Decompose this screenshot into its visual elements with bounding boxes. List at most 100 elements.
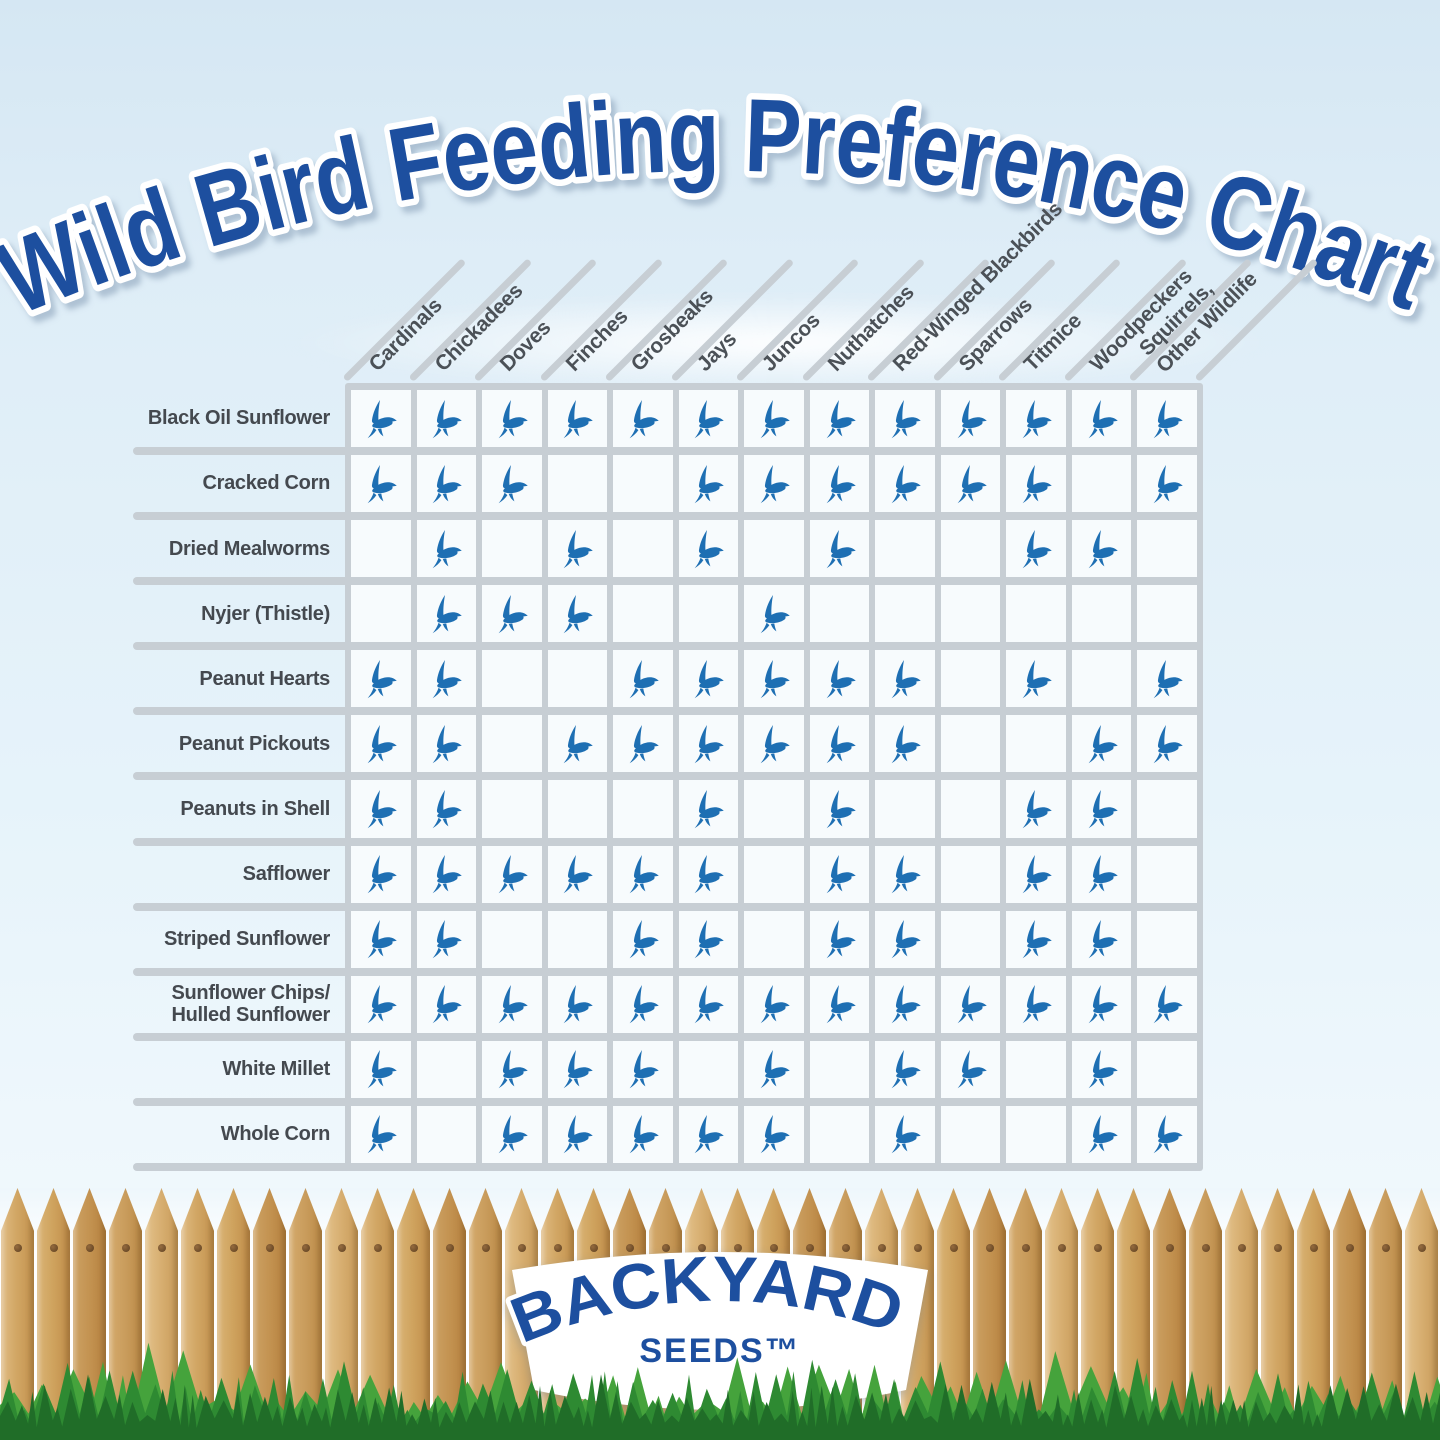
nail-icon bbox=[1309, 1244, 1318, 1252]
bird-icon bbox=[951, 464, 991, 504]
grid-cell bbox=[1006, 455, 1066, 513]
bird-icon bbox=[820, 789, 860, 829]
grid-cell bbox=[547, 910, 608, 968]
bird-icon bbox=[688, 659, 728, 699]
grid-cell bbox=[1137, 390, 1197, 448]
grid-cell bbox=[744, 650, 804, 708]
grid-cell bbox=[1071, 845, 1132, 903]
grid-cell bbox=[351, 455, 411, 513]
grid-cell bbox=[678, 910, 739, 968]
grid-cell bbox=[351, 910, 411, 968]
nail-icon bbox=[1129, 1244, 1138, 1252]
bird-icon bbox=[688, 789, 728, 829]
bird-icon bbox=[492, 464, 532, 504]
bird-icon bbox=[885, 1114, 925, 1154]
bird-icon bbox=[688, 854, 728, 894]
bird-icon bbox=[492, 1049, 532, 1089]
bird-icon bbox=[1082, 854, 1122, 894]
grid-cell bbox=[416, 390, 477, 448]
grid-cell bbox=[613, 650, 673, 708]
nail-icon bbox=[625, 1244, 634, 1252]
page-title: Wild Bird Feeding Preference Chart bbox=[0, 71, 1440, 343]
bird-icon bbox=[754, 659, 794, 699]
bird-icon bbox=[361, 464, 401, 504]
grid-cell bbox=[809, 520, 870, 578]
grid-cell bbox=[744, 780, 804, 838]
nail-icon bbox=[517, 1244, 526, 1252]
bird-icon bbox=[426, 529, 466, 569]
bird-icon bbox=[1016, 984, 1056, 1024]
bird-icon bbox=[361, 789, 401, 829]
bird-icon bbox=[361, 984, 401, 1024]
grid-cell bbox=[940, 585, 1001, 643]
bird-icon bbox=[1082, 984, 1122, 1024]
bird-icon bbox=[754, 1049, 794, 1089]
bird-icon bbox=[688, 1114, 728, 1154]
grid-cell bbox=[547, 455, 608, 513]
bird-icon bbox=[426, 984, 466, 1024]
bird-icon bbox=[557, 594, 597, 634]
bird-icon bbox=[688, 919, 728, 959]
bird-icon bbox=[951, 1049, 991, 1089]
bird-icon bbox=[426, 789, 466, 829]
bird-icon bbox=[1016, 464, 1056, 504]
grass bbox=[0, 1342, 1440, 1440]
nail-icon bbox=[373, 1244, 382, 1252]
grid-cell bbox=[416, 910, 477, 968]
bird-icon bbox=[361, 1114, 401, 1154]
grid-cell bbox=[1137, 1105, 1197, 1163]
grid-cell bbox=[547, 780, 608, 838]
grid-cell bbox=[1137, 520, 1197, 578]
bird-icon bbox=[885, 1049, 925, 1089]
grid-cell bbox=[1006, 520, 1066, 578]
grid-cell bbox=[744, 1105, 804, 1163]
nail-icon bbox=[1237, 1244, 1246, 1252]
grid-cell bbox=[416, 1105, 477, 1163]
nail-icon bbox=[337, 1244, 346, 1252]
grid-cell bbox=[351, 715, 411, 773]
grid-cell bbox=[809, 455, 870, 513]
grid-cell bbox=[875, 1105, 935, 1163]
bird-icon bbox=[1147, 659, 1187, 699]
preference-grid bbox=[345, 383, 1203, 1171]
row-label: Peanut Hearts bbox=[130, 650, 351, 716]
grid-cell bbox=[809, 650, 870, 708]
grid-cell bbox=[351, 520, 411, 578]
bird-icon bbox=[1016, 854, 1056, 894]
nail-icon bbox=[1417, 1244, 1426, 1252]
bird-icon bbox=[492, 594, 532, 634]
grid-cell bbox=[744, 845, 804, 903]
bird-icon bbox=[885, 399, 925, 439]
bird-icon bbox=[820, 919, 860, 959]
bird-icon bbox=[557, 399, 597, 439]
grid-cell bbox=[940, 390, 1001, 448]
bird-icon bbox=[951, 399, 991, 439]
grid-cell bbox=[1137, 780, 1197, 838]
nail-icon bbox=[49, 1244, 58, 1252]
grid-cell bbox=[416, 650, 477, 708]
bird-icon bbox=[754, 594, 794, 634]
grid-cell bbox=[809, 585, 870, 643]
grid-cell bbox=[1006, 390, 1066, 448]
bird-icon bbox=[623, 854, 663, 894]
grid-cell bbox=[1006, 1040, 1066, 1098]
bird-icon bbox=[688, 464, 728, 504]
grid-cell bbox=[482, 520, 542, 578]
bird-icon bbox=[820, 464, 860, 504]
grid-cell bbox=[940, 780, 1001, 838]
nail-icon bbox=[1381, 1244, 1390, 1252]
nail-icon bbox=[157, 1244, 166, 1252]
nail-icon bbox=[481, 1244, 490, 1252]
nail-icon bbox=[805, 1244, 814, 1252]
bird-icon bbox=[1082, 399, 1122, 439]
grid-cell bbox=[1071, 455, 1132, 513]
grid-cell bbox=[1137, 1040, 1197, 1098]
grid-cell bbox=[547, 585, 608, 643]
nail-icon bbox=[229, 1244, 238, 1252]
grid-cell bbox=[809, 390, 870, 448]
grid-cell bbox=[1006, 585, 1066, 643]
grid-cell bbox=[744, 390, 804, 448]
grid-cell bbox=[1137, 715, 1197, 773]
nail-icon bbox=[553, 1244, 562, 1252]
